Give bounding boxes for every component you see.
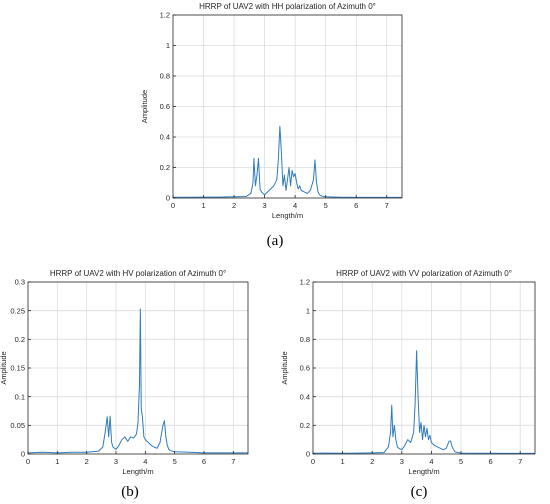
x-tick-label: 6: [202, 457, 206, 466]
x-tick-label: 4: [143, 457, 147, 466]
y-axis-label: Amplitude: [280, 351, 289, 384]
x-tick-label: 1: [341, 457, 345, 466]
y-tick-label: 1.2: [300, 278, 310, 287]
x-tick-label: 3: [114, 457, 118, 466]
y-tick-label: 0.1: [15, 392, 25, 401]
x-tick-label: 2: [232, 201, 236, 210]
caption-c: (c): [410, 484, 428, 500]
x-tick-label: 4: [293, 201, 297, 210]
y-tick-label: 0: [306, 450, 310, 459]
x-tick-label: 1: [55, 457, 59, 466]
x-tick-label: 3: [263, 201, 267, 210]
y-tick-label: 0.6: [300, 364, 310, 373]
y-tick-label: 0.2: [160, 163, 170, 172]
chart-title: HRRP of UAV2 with VV polarization of Azi…: [336, 269, 512, 278]
y-tick-label: 0.6: [160, 102, 170, 111]
chart-svg: 0 1 2 3 4 5 6 7 0 0.2 0.4 0.6 0.8 1 1.2 HRRP of UAV2 wi…: [280, 269, 536, 476]
caption-a: (a): [266, 233, 284, 249]
chart-panel-a: 0 1 2 3 4 5 6 7 0 0.2 0.4 0.6 0.8 1 1.2 HRRP of UAV2 wi…: [125, 0, 415, 225]
y-tick-label: 0: [166, 194, 170, 203]
x-tick-label: 7: [518, 457, 522, 466]
x-tick-label: 5: [324, 201, 328, 210]
y-tick-label: 0.05: [10, 421, 25, 430]
chart-svg: 0 1 2 3 4 5 6 7 0 0.2 0.4 0.6 0.8 1 1.2 HRRP of UAV2 wi…: [140, 2, 403, 220]
x-tick-label: 4: [429, 457, 433, 466]
y-axis-label: Amplitude: [140, 90, 149, 123]
caption-b: (b): [121, 484, 139, 500]
y-tick-label: 0.4: [300, 392, 310, 401]
x-tick-label: 5: [459, 457, 463, 466]
y-tick-label: 0.8: [160, 72, 170, 81]
x-tick-label: 7: [231, 457, 235, 466]
y-tick-label: 0.2: [15, 335, 25, 344]
x-tick-label: 0: [26, 457, 30, 466]
y-tick-label: 0.4: [160, 133, 170, 142]
y-tick-label: 0.15: [10, 364, 25, 373]
chart-svg: 0 1 2 3 4 5 6 7 0 0.05 0.1 0.15 0.2 0.25 0.3 HRRP of UA…: [0, 269, 249, 476]
chart-panel-c: 0 1 2 3 4 5 6 7 0 0.2 0.4 0.6 0.8 1 1.2 HRRP of UAV2 wi…: [275, 262, 550, 484]
x-axis-label: Length/m: [272, 211, 303, 220]
x-tick-label: 6: [354, 201, 358, 210]
x-axis-label: Length/m: [122, 467, 153, 476]
y-axis-label: Amplitude: [0, 351, 8, 384]
y-tick-label: 1: [306, 306, 310, 315]
series-line: [27, 308, 248, 454]
y-tick-label: 1: [166, 41, 170, 50]
x-tick-label: 6: [489, 457, 493, 466]
series-line: [312, 350, 535, 454]
y-tick-label: 0.8: [300, 335, 310, 344]
x-tick-label: 7: [385, 201, 389, 210]
x-tick-label: 1: [201, 201, 205, 210]
y-tick-label: 0.3: [15, 278, 25, 287]
chart-panel-b: 0 1 2 3 4 5 6 7 0 0.05 0.1 0.15 0.2 0.25 0.3 HRRP of UA…: [0, 262, 260, 484]
series-line: [173, 125, 402, 198]
chart-title: HRRP of UAV2 with HV polarization of Azi…: [50, 269, 226, 278]
x-axis-label: Length/m: [408, 467, 439, 476]
y-tick-label: 0: [21, 450, 25, 459]
x-tick-label: 2: [370, 457, 374, 466]
y-tick-label: 0.25: [10, 306, 25, 315]
x-tick-label: 2: [85, 457, 89, 466]
x-tick-label: 3: [400, 457, 404, 466]
y-tick-label: 0.2: [300, 421, 310, 430]
x-tick-label: 0: [311, 457, 315, 466]
y-tick-label: 1.2: [160, 11, 170, 20]
x-tick-label: 5: [173, 457, 177, 466]
x-tick-label: 0: [171, 201, 175, 210]
chart-title: HRRP of UAV2 with HH polarization of Azi…: [199, 2, 376, 11]
